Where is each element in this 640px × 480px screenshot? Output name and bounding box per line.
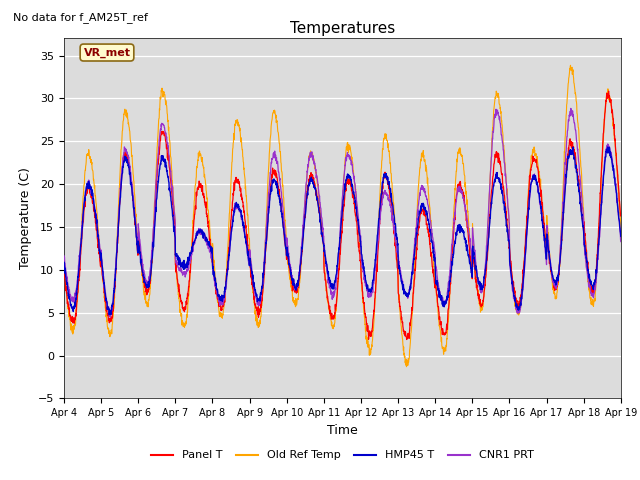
Text: VR_met: VR_met bbox=[83, 48, 131, 58]
Y-axis label: Temperature (C): Temperature (C) bbox=[19, 168, 33, 269]
Title: Temperatures: Temperatures bbox=[290, 21, 395, 36]
Text: No data for f_AM25T_ref: No data for f_AM25T_ref bbox=[13, 12, 148, 23]
X-axis label: Time: Time bbox=[327, 424, 358, 437]
Legend: Panel T, Old Ref Temp, HMP45 T, CNR1 PRT: Panel T, Old Ref Temp, HMP45 T, CNR1 PRT bbox=[147, 446, 538, 465]
